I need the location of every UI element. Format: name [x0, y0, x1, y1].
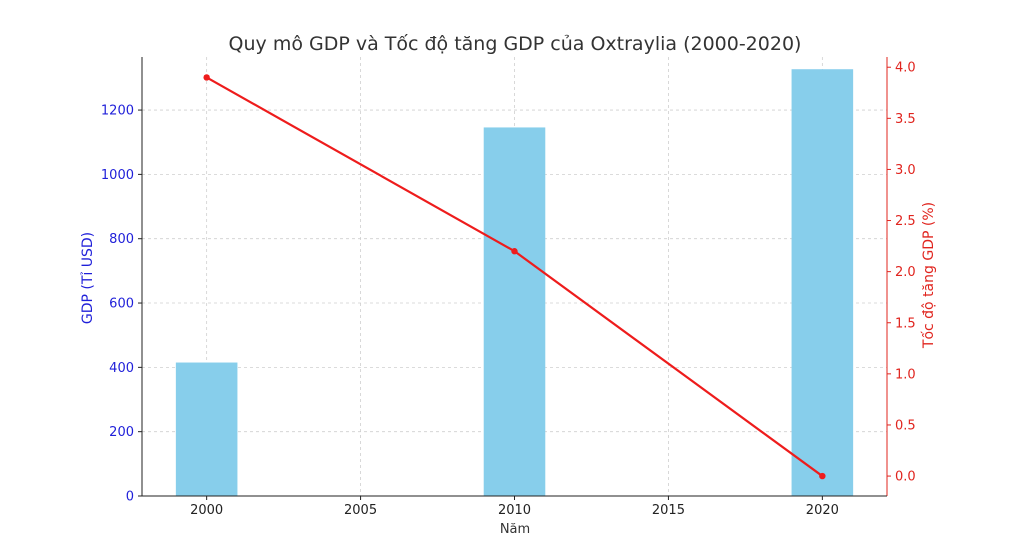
tick-labels: 0 200 400 600 800 1000 1200 0.0 0.5 1.0 1.5 2.0 2.5 3… — [101, 61, 916, 518]
y-axis-right-label: Tốc độ tăng GDP (%) — [920, 202, 937, 349]
y-left-tick-label-5: 1000 — [101, 168, 134, 183]
bar-2020 — [791, 69, 854, 496]
x-axis-label: Năm — [500, 522, 530, 537]
x-tick-label-2: 2010 — [498, 503, 531, 518]
y-right-tick-label-1: 0.5 — [895, 418, 916, 433]
chart-title: Quy mô GDP và Tốc độ tăng GDP của Oxtray… — [229, 33, 802, 55]
bar-2000 — [175, 362, 238, 496]
y-right-tick-label-0: 0.0 — [895, 470, 916, 485]
growth-point-2010 — [511, 248, 518, 255]
line-series — [203, 74, 826, 480]
y-left-tick-label-3: 600 — [109, 297, 134, 312]
y-left-tick-label-2: 400 — [109, 361, 134, 376]
y-right-tick-label-8: 4.0 — [895, 61, 916, 76]
y-left-tick-label-1: 200 — [109, 425, 134, 440]
axes — [138, 57, 891, 500]
y-right-tick-label-7: 3.5 — [895, 112, 916, 127]
growth-point-2020 — [819, 472, 826, 480]
y-left-tick-label-6: 1200 — [101, 104, 134, 119]
bar-2010 — [483, 127, 546, 496]
x-tick-label-4: 2020 — [806, 503, 839, 518]
x-tick-label-1: 2005 — [344, 503, 377, 518]
y-right-tick-label-4: 2.0 — [895, 265, 916, 280]
y-right-tick-label-3: 1.5 — [895, 316, 916, 331]
y-left-tick-label-0: 0 — [126, 490, 134, 505]
x-tick-label-0: 2000 — [190, 503, 223, 518]
growth-point-2000 — [203, 74, 210, 81]
y-right-tick-label-2: 1.0 — [895, 367, 916, 382]
y-right-tick-label-6: 3.0 — [895, 163, 916, 178]
y-right-tick-label-5: 2.5 — [895, 214, 916, 229]
y-axis-left-label: GDP (Tỉ USD) — [80, 232, 96, 324]
y-left-tick-label-4: 800 — [109, 232, 134, 247]
bar-series — [175, 69, 854, 496]
x-tick-label-3: 2015 — [652, 503, 685, 518]
